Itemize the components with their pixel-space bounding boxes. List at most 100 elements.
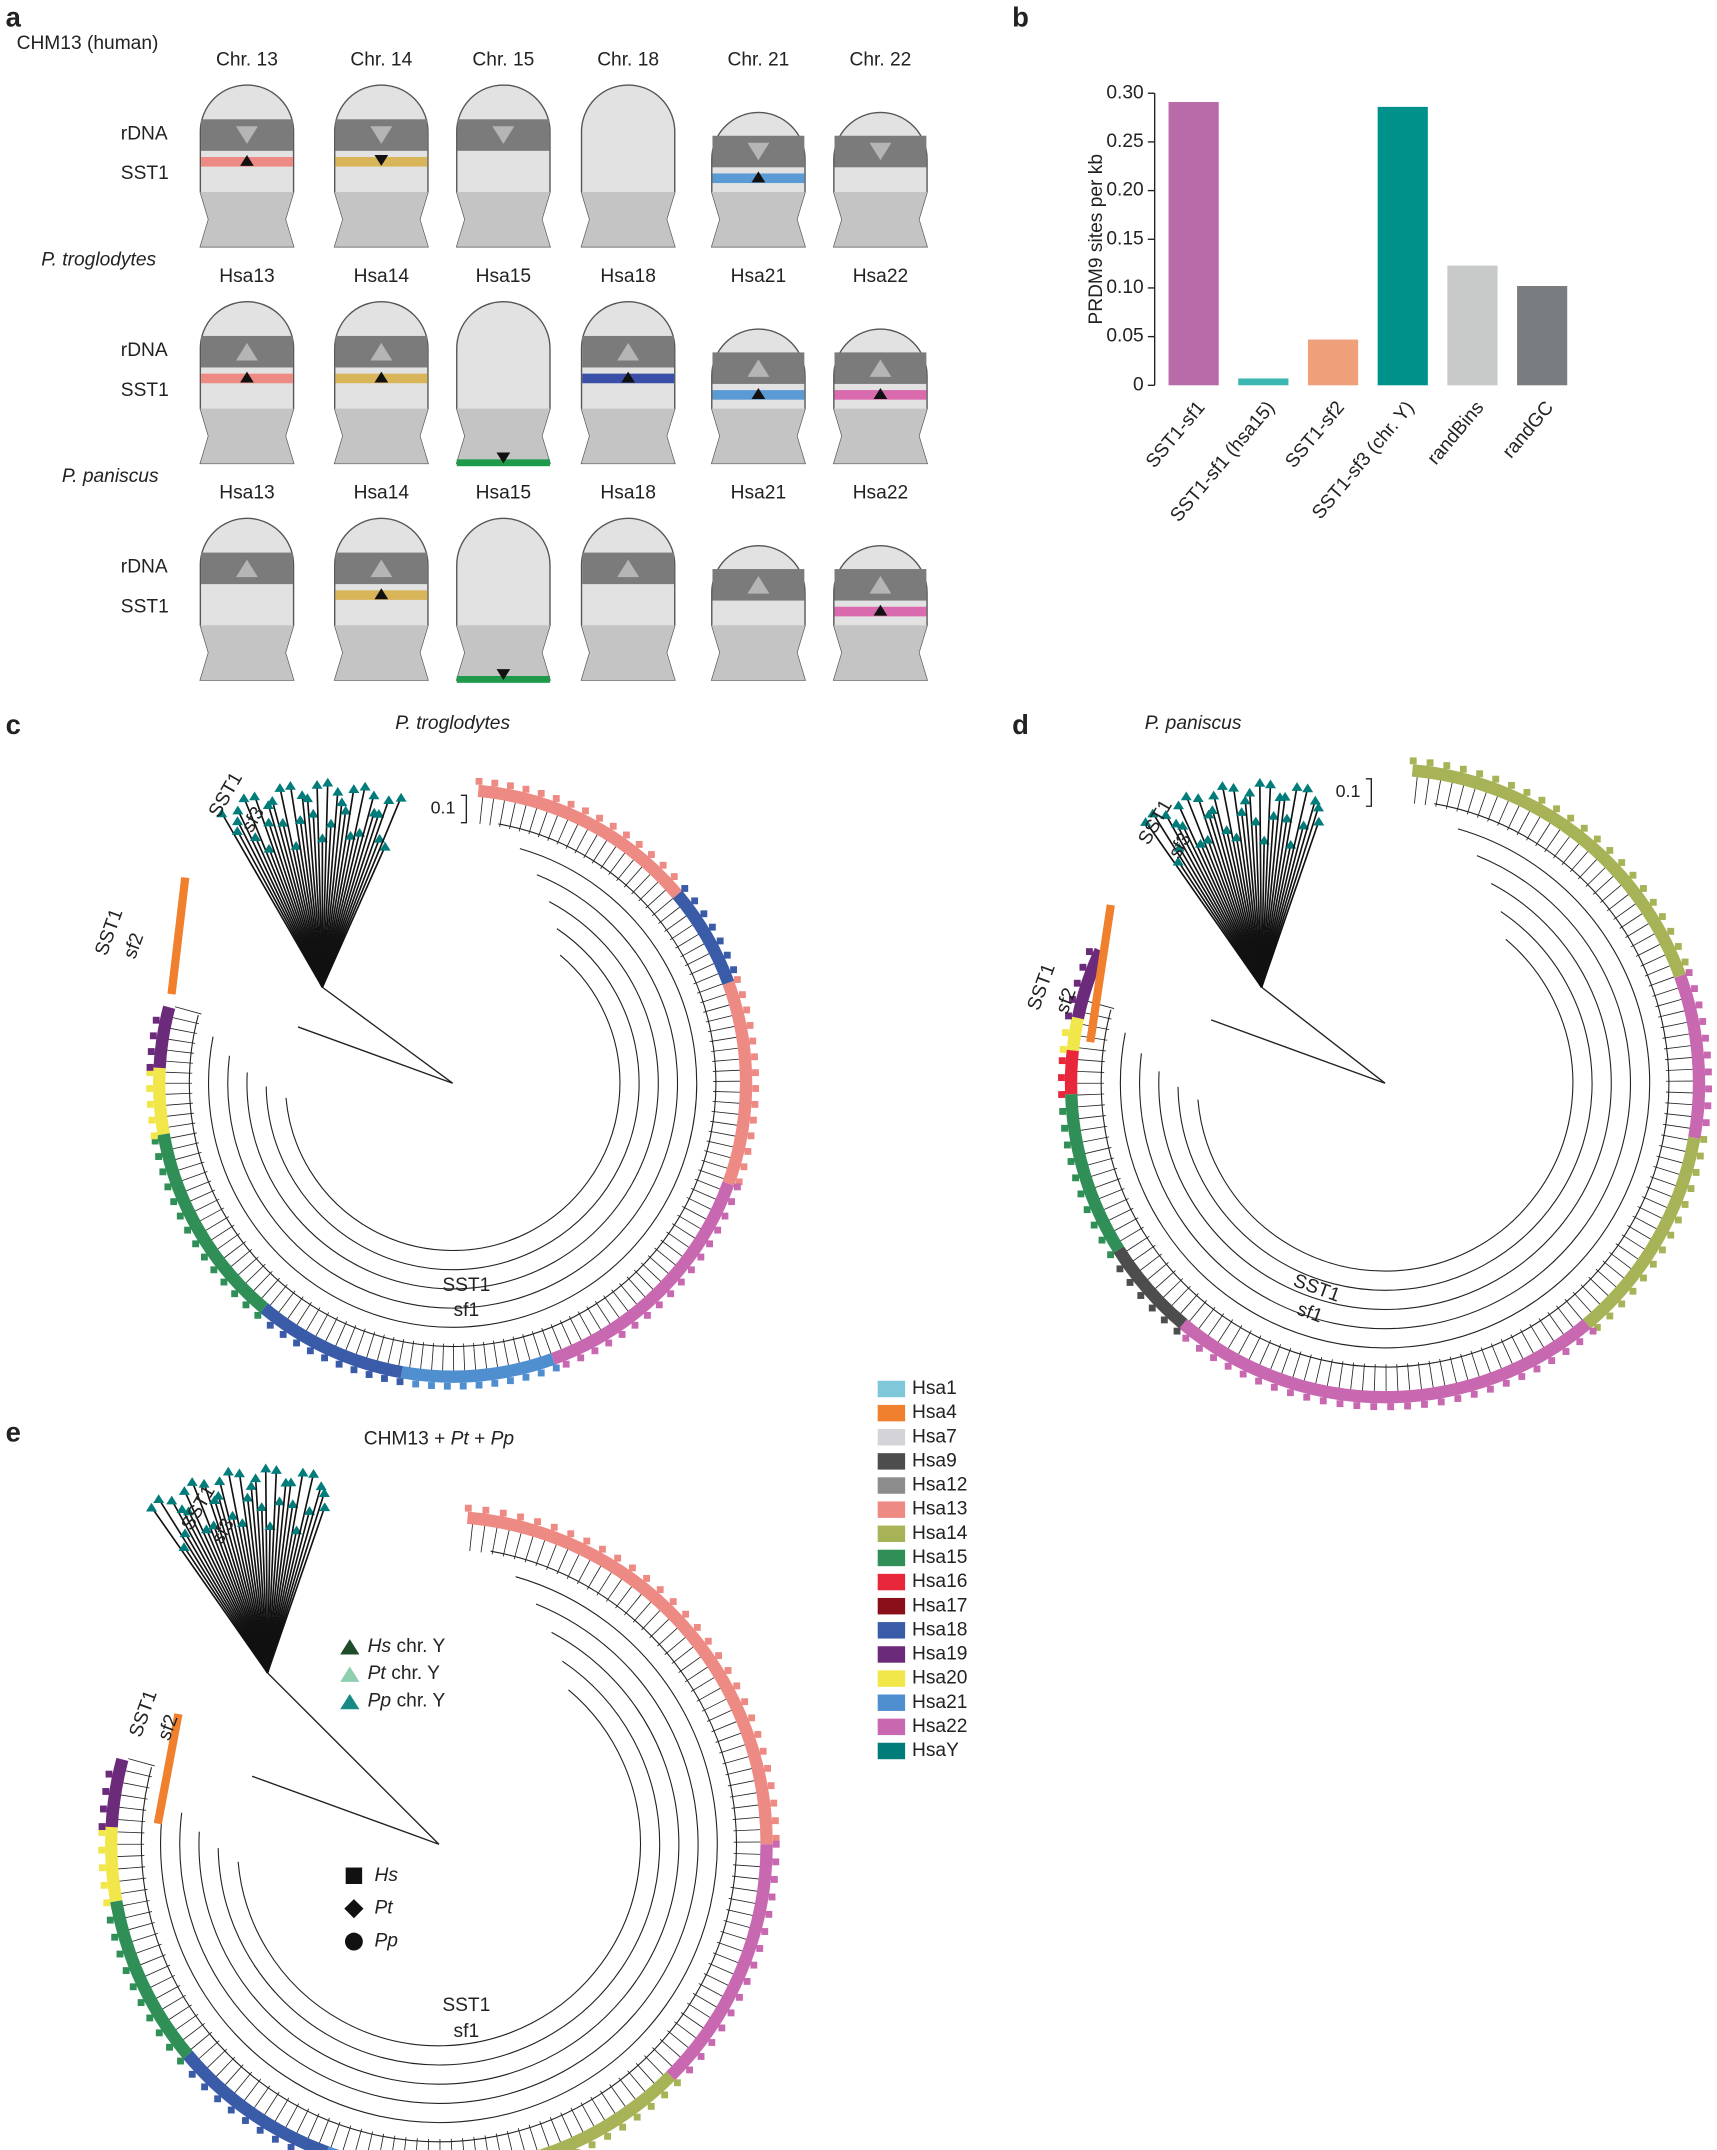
tree-branch: [1445, 782, 1453, 809]
tree-tip: [227, 2106, 235, 2114]
tree-tip: [359, 781, 371, 791]
tree-tip: [1553, 805, 1560, 813]
tree-branch: [164, 1092, 193, 1095]
tree-branch: [278, 1290, 296, 1313]
tree-tip: [1703, 1051, 1711, 1059]
tree-branch: [1470, 1350, 1480, 1378]
clade-label: sf1: [454, 2021, 480, 2042]
tree-branch: [376, 1334, 385, 1362]
legend-label: Hsa12: [912, 1475, 967, 1496]
tree-tip: [212, 1490, 224, 1500]
tree-branch: [1556, 1305, 1574, 1328]
tree-tip: [209, 1495, 221, 1505]
tree-branch: [261, 1277, 280, 1299]
chromosome: [580, 300, 676, 465]
phylogenetic-tree: [1058, 757, 1713, 1411]
tree-branch: [522, 1334, 531, 1361]
tree-branch: [528, 807, 538, 835]
tree-branch: [1659, 1145, 1686, 1152]
tree-branch: [1510, 1334, 1524, 1360]
sst1-arrow: [751, 171, 766, 183]
tree-tip: [772, 1834, 780, 1842]
tree-branch: [1165, 814, 1263, 988]
tree-tip: [170, 1198, 178, 1206]
tree-branch: [1078, 1047, 1106, 1052]
tree-branch: [632, 1601, 652, 1623]
tree-branch: [366, 1331, 376, 1359]
tree-branch: [1529, 1323, 1545, 1348]
tree-tip: [183, 1506, 194, 1516]
tree-branch: [1259, 1339, 1272, 1366]
y-tick-label: 0.20: [1106, 180, 1143, 201]
tree-tip: [667, 1290, 675, 1298]
tree-tip: [721, 1212, 729, 1220]
tree-tip: [1180, 791, 1192, 801]
tree-branch: [712, 1058, 740, 1062]
tree-branch: [706, 1140, 734, 1148]
phylogenetic-tree: [146, 777, 760, 1390]
tree-tip: [348, 784, 360, 793]
tree-tip: [231, 826, 243, 836]
tree-branch: [710, 1120, 738, 1126]
tree-tip: [756, 1945, 764, 1952]
tree-tip: [1147, 808, 1159, 818]
tree-branch: [285, 954, 621, 1252]
tree-branch: [274, 2097, 290, 2122]
tree-tip: [1083, 1206, 1091, 1214]
rdna-arrow: [747, 359, 770, 377]
tree-tip: [1072, 1174, 1080, 1182]
tree-tip: [260, 1463, 272, 1473]
tree-branch: [199, 1207, 225, 1222]
tree-tip: [704, 1637, 712, 1645]
tree-tip: [750, 1961, 758, 1969]
tree-tip: [242, 1301, 250, 1309]
tree-branch: [174, 1006, 202, 1015]
tree-branch: [1078, 1115, 1106, 1120]
tree-branch: [246, 901, 659, 1290]
tree-title-part: P. paniscus: [1145, 713, 1242, 734]
tree-tip: [1618, 859, 1626, 866]
tree-tip: [214, 1476, 226, 1485]
tree-branch: [1098, 1188, 1125, 1200]
tree-tip: [691, 897, 699, 905]
tree-tip: [605, 1339, 613, 1347]
tree-tip: [179, 1528, 191, 1538]
tree-tip: [599, 1545, 606, 1553]
tree-tip: [201, 2083, 209, 2091]
tree-branch: [608, 852, 626, 875]
tree-title-part: CHM13 +: [364, 1429, 451, 1450]
tree-branch: [577, 1311, 592, 1336]
tree-tip: [723, 951, 731, 959]
tree-branch: [237, 1256, 259, 1276]
tree-tip: [214, 2095, 222, 2103]
tree-tip: [1313, 816, 1325, 826]
tree-tip: [1502, 1379, 1510, 1387]
tree-branch: [1487, 795, 1498, 822]
tree-branch: [1177, 911, 1593, 1291]
tree-branch: [1637, 1206, 1663, 1219]
tree-tip: [164, 1183, 172, 1191]
tree-branch: [1207, 1313, 1225, 1337]
tree-tip: [210, 1266, 218, 1274]
tree-branch: [1281, 1347, 1292, 1375]
tree-tip: [1221, 825, 1233, 834]
tree-tip: [747, 1132, 755, 1140]
tree-tip-clade: [153, 1067, 170, 1136]
tree-tip: [1239, 795, 1251, 805]
tree-branch: [1132, 1244, 1156, 1262]
tree-branch: [701, 1698, 727, 1712]
tree-tip: [648, 851, 655, 858]
tree-tip: [743, 1006, 751, 1014]
tree-branch: [218, 1480, 269, 1674]
tree-tip: [263, 843, 275, 853]
tree-branch: [175, 2013, 199, 2031]
tree-branch: [664, 1636, 687, 1656]
tree-branch: [1103, 1198, 1129, 1211]
tree-tip: [1699, 1018, 1707, 1025]
tree-branch: [1588, 1276, 1609, 1297]
tree-tip: [395, 792, 407, 802]
tree-tip: [266, 1321, 274, 1329]
tree-tip: [507, 1377, 514, 1385]
tree-branch: [651, 897, 674, 917]
